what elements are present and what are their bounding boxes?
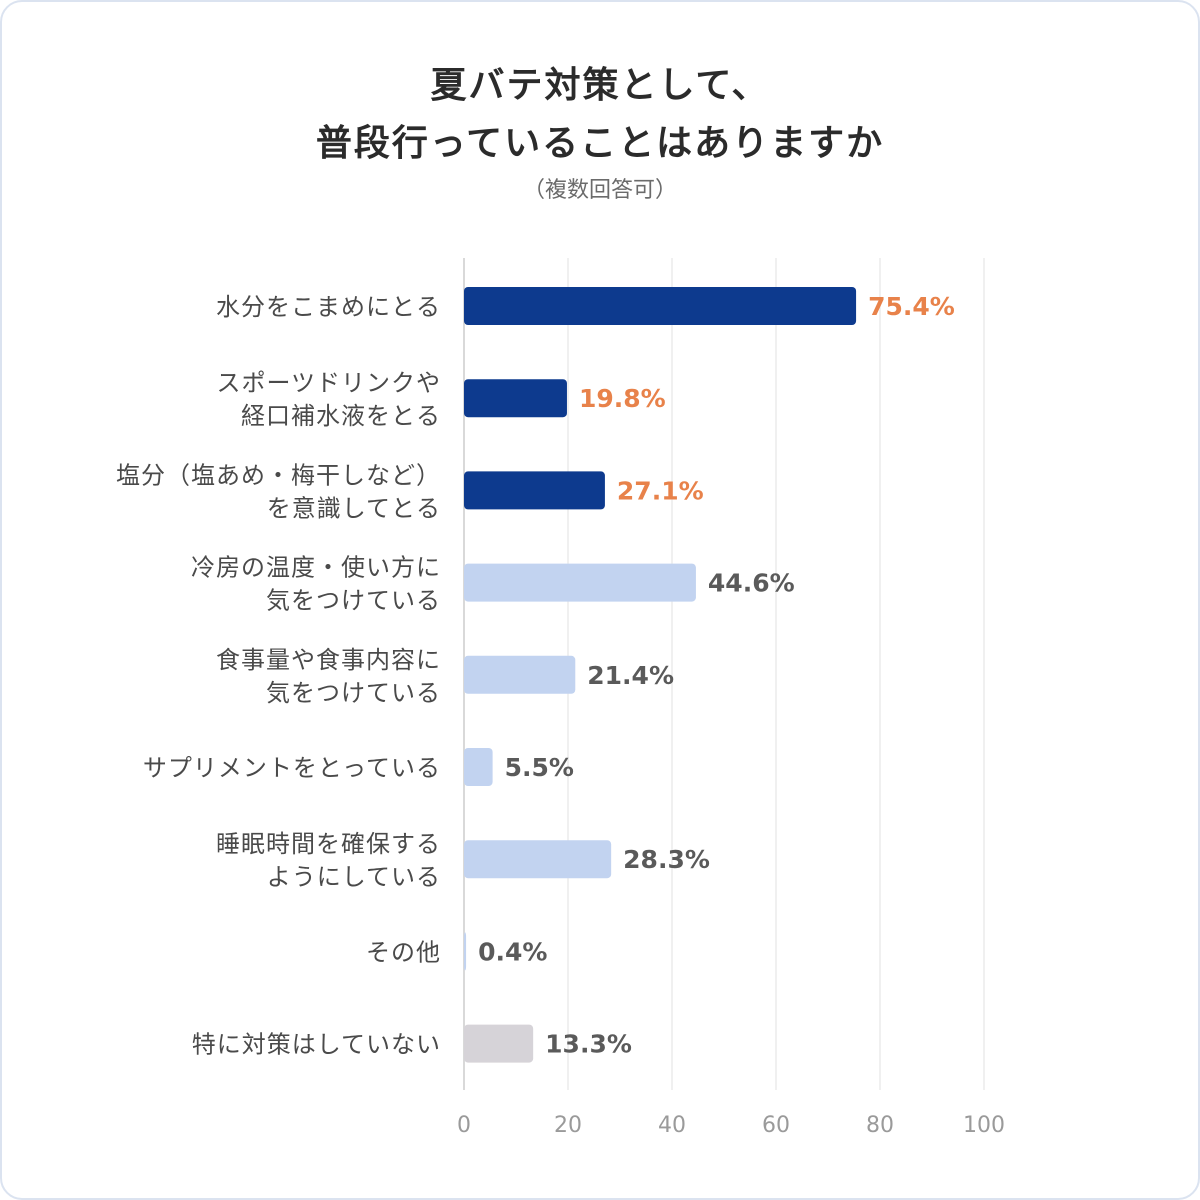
bar xyxy=(464,379,567,418)
x-tick-label: 20 xyxy=(554,1113,582,1138)
chart-subtitle: （複数回答可） xyxy=(522,178,677,203)
bar xyxy=(464,471,605,510)
bar xyxy=(464,932,467,971)
value-label: 0.4% xyxy=(478,937,547,966)
value-label: 75.4% xyxy=(868,292,955,321)
category-label: を意識してとる xyxy=(267,494,441,522)
bar xyxy=(464,1024,534,1063)
category-label: 特に対策はしていない xyxy=(192,1031,441,1059)
category-label: 水分をこまめにとる xyxy=(216,293,441,321)
x-tick-label: 100 xyxy=(963,1113,1005,1138)
category-label: 気をつけている xyxy=(266,587,441,615)
bar xyxy=(464,840,612,879)
category-label: 気をつけている xyxy=(266,679,441,707)
category-label: ようにしている xyxy=(267,863,441,891)
category-label: 塩分（塩あめ・梅干しなど） xyxy=(116,461,441,489)
x-tick-label: 80 xyxy=(866,1113,894,1138)
category-label: 食事量や食事内容に xyxy=(216,646,441,674)
chart-title-line-1: 夏バテ対策として、 xyxy=(430,65,770,106)
value-label: 5.5% xyxy=(505,753,574,782)
category-label: サプリメントをとっている xyxy=(143,754,441,782)
value-label: 21.4% xyxy=(587,661,674,690)
category-label: 睡眠時間を確保する xyxy=(216,830,441,858)
value-label: 44.6% xyxy=(708,569,795,598)
x-tick-label: 0 xyxy=(457,1113,471,1138)
bar xyxy=(464,287,857,325)
bar xyxy=(464,748,493,786)
category-label: その他 xyxy=(366,938,441,966)
bar xyxy=(464,563,696,602)
x-tick-label: 40 xyxy=(658,1113,686,1138)
category-label: 冷房の温度・使い方に xyxy=(191,554,441,582)
value-label: 27.1% xyxy=(617,476,704,505)
value-label: 28.3% xyxy=(623,845,710,874)
x-tick-label: 60 xyxy=(762,1113,790,1138)
chart-title-line-2: 普段行っていることはありますか xyxy=(315,123,885,164)
value-label: 13.3% xyxy=(545,1030,632,1059)
value-label: 19.8% xyxy=(579,384,666,413)
category-label: 経口補水液をとる xyxy=(241,402,441,430)
category-label: スポーツドリンクや xyxy=(216,369,441,397)
bar xyxy=(464,655,576,694)
